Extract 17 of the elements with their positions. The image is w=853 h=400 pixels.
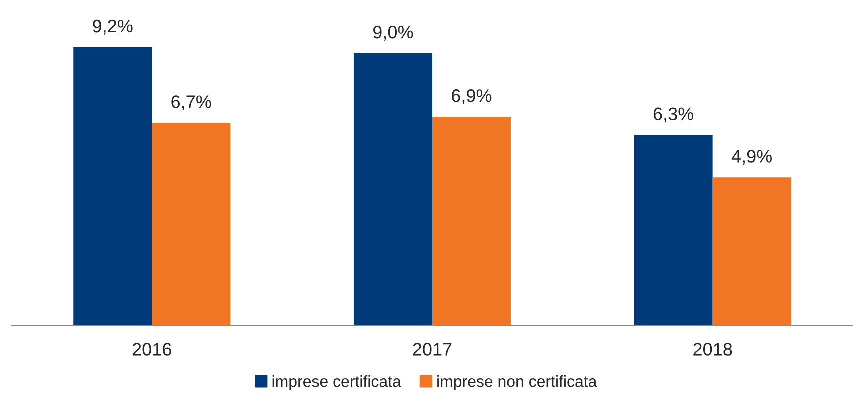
legend-label: imprese certificata [272,376,402,390]
data-label: 6,9% [452,90,492,104]
data-label: 9,0% [373,26,414,41]
x-tick-label: 2017 [413,343,452,356]
data-label: 6,7% [172,96,212,111]
x-tick-label: 2016 [132,343,172,356]
bar [432,117,511,326]
bar [152,123,231,326]
bar [634,135,713,326]
data-label: 6,3% [654,108,694,123]
bar [74,47,152,326]
legend-label: imprese non certificata [438,376,598,390]
bar [712,178,792,326]
bar [354,53,432,326]
x-tick-label: 2018 [694,343,732,356]
data-label: 4,9% [732,150,772,166]
data-label: 9,2% [93,20,133,35]
